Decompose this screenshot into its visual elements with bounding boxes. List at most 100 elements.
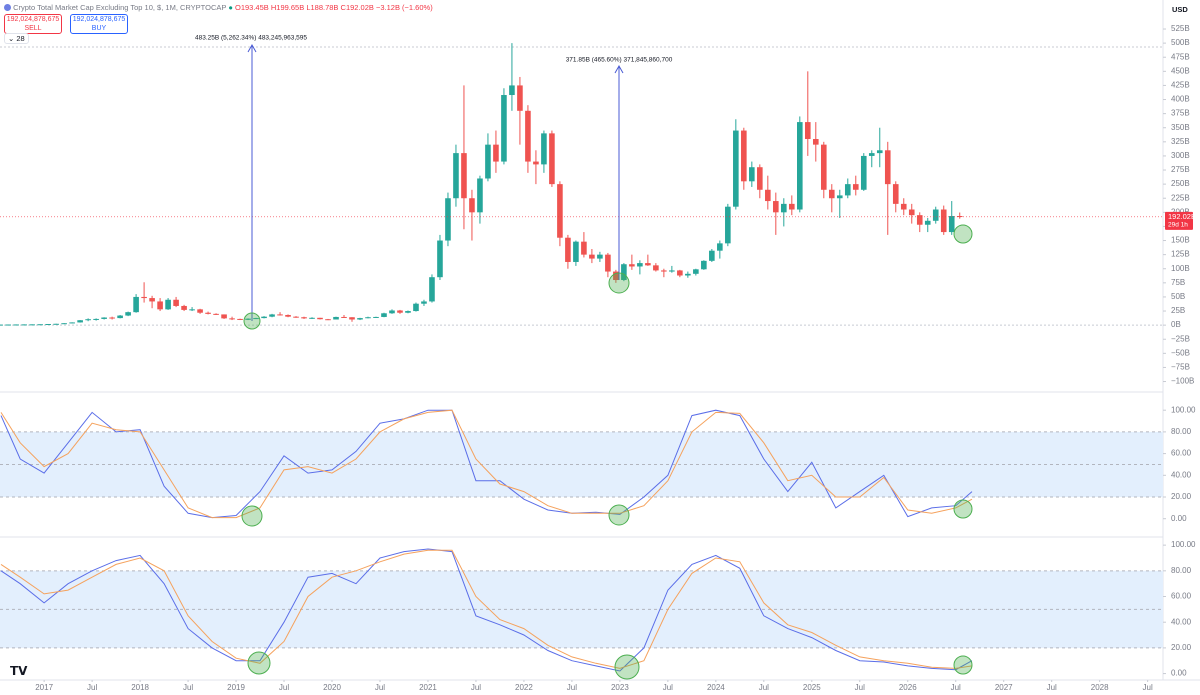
- candle-body: [461, 153, 467, 199]
- candle-body: [421, 301, 427, 304]
- candle-body: [932, 209, 939, 221]
- indicators-count: 28: [16, 34, 25, 43]
- candle-body: [765, 189, 771, 202]
- x-tick-label: Jul: [567, 683, 577, 692]
- candle-body: [629, 264, 635, 267]
- y-tick-label: 0.00: [1171, 669, 1187, 678]
- candle-body: [301, 317, 307, 319]
- y-tick-label: 0.00: [1171, 514, 1187, 523]
- last-price-box: [1165, 211, 1193, 230]
- candle-body: [61, 323, 67, 325]
- candle-body: [333, 316, 339, 320]
- candle-body: [717, 243, 723, 251]
- circle: [953, 655, 973, 675]
- candle-body: [557, 184, 563, 238]
- candle-body: [533, 161, 539, 165]
- candle-body: [844, 184, 851, 196]
- indicator-line: [0, 548, 973, 672]
- candle-body: [109, 317, 115, 319]
- x-tick-label: Jul: [1143, 683, 1153, 692]
- candle-body: [325, 319, 331, 321]
- circle: [608, 272, 630, 294]
- x-tick-label: Jul: [279, 683, 289, 692]
- candle-body: [916, 215, 923, 225]
- y-tick-label: 60.00: [1171, 449, 1192, 458]
- candle-body: [157, 301, 163, 310]
- candle-body: [173, 299, 179, 306]
- candle-body: [860, 155, 867, 190]
- circle: [614, 654, 640, 680]
- candle-body: [565, 237, 571, 262]
- arrow-head: [247, 43, 257, 53]
- buy-button[interactable]: 192,024,878,675 BUY: [70, 14, 128, 34]
- y-tick-label: 0B: [1171, 320, 1181, 329]
- y-tick-label: 425B: [1171, 81, 1190, 90]
- x-tick-label: 2026: [899, 683, 917, 692]
- ohlc-low: L188.78B: [306, 3, 339, 12]
- candle-body: [141, 296, 147, 299]
- x-tick-label: Jul: [183, 683, 193, 692]
- y-tick-label: 25B: [1171, 306, 1185, 315]
- candle-body: [453, 153, 459, 199]
- candle-body: [373, 316, 379, 318]
- y-tick-label: 150B: [1171, 236, 1190, 245]
- candle-body: [405, 311, 411, 313]
- candle-body: [677, 270, 683, 276]
- arrow-head: [614, 64, 624, 74]
- indicators-toggle[interactable]: ⌄ 28: [4, 33, 29, 44]
- x-tick-label: 2027: [995, 683, 1013, 692]
- x-tick-label: 2017: [35, 683, 53, 692]
- annotation: 371.85B (465.60%) 371,845,860,700: [566, 57, 673, 64]
- candle-body: [149, 298, 155, 302]
- circle: [241, 505, 263, 527]
- buy-price: 192,024,878,675: [72, 16, 126, 23]
- candle-body: [133, 296, 139, 313]
- candle-body: [125, 312, 131, 316]
- candle-body: [285, 314, 291, 317]
- candle-body: [213, 313, 219, 315]
- candle-body: [229, 318, 235, 320]
- candle-body: [908, 209, 915, 216]
- candle-body: [269, 314, 275, 317]
- candle-body: [573, 241, 579, 262]
- candle-body: [181, 305, 187, 310]
- circle: [608, 504, 630, 526]
- y-tick-label: 20.00: [1171, 492, 1192, 501]
- x-tick-label: Jul: [951, 683, 961, 692]
- x-tick-label: 2025: [803, 683, 821, 692]
- candle-body: [669, 270, 675, 272]
- candle-body: [812, 139, 819, 145]
- candle-body: [525, 110, 531, 162]
- x-tick-label: Jul: [663, 683, 673, 692]
- candle-body: [749, 167, 755, 182]
- candle-body: [53, 323, 59, 325]
- circle: [953, 224, 973, 244]
- y-tick-label: 100.00: [1171, 540, 1196, 549]
- y-tick-label: 275B: [1171, 165, 1190, 174]
- x-tick-label: 2023: [611, 683, 629, 692]
- candle-body: [900, 203, 907, 210]
- currency[interactable]: USD: [1172, 5, 1188, 14]
- y-tick-label: 250B: [1171, 179, 1190, 188]
- candle-body: [581, 241, 587, 255]
- candle-body: [85, 319, 91, 321]
- x-tick-label: Jul: [855, 683, 865, 692]
- status-dot: ●: [228, 3, 233, 12]
- indicator-line: [0, 409, 973, 519]
- y-tick-label: 20.00: [1171, 643, 1192, 652]
- ohlc-close: C192.02B: [340, 3, 374, 12]
- indicator-line: [0, 549, 973, 669]
- sell-button[interactable]: 192,024,878,675 SELL: [4, 14, 62, 34]
- candle-body: [429, 277, 435, 302]
- y-tick-label: 80.00: [1171, 427, 1192, 436]
- series-layer: −100B −75B −50B −25B 0B 25B 50B 75B 100B 125B 150B…: [0, 24, 1196, 692]
- candle-body: [485, 144, 491, 179]
- candle-body: [253, 318, 259, 320]
- candle-body: [93, 318, 99, 320]
- candle-body: [45, 324, 51, 326]
- annotation: 483.25B (5,262.34%) 483,245,963,595: [195, 35, 307, 42]
- y-tick-label: 450B: [1171, 66, 1190, 75]
- candle-body: [445, 198, 451, 241]
- candle-body: [773, 201, 779, 213]
